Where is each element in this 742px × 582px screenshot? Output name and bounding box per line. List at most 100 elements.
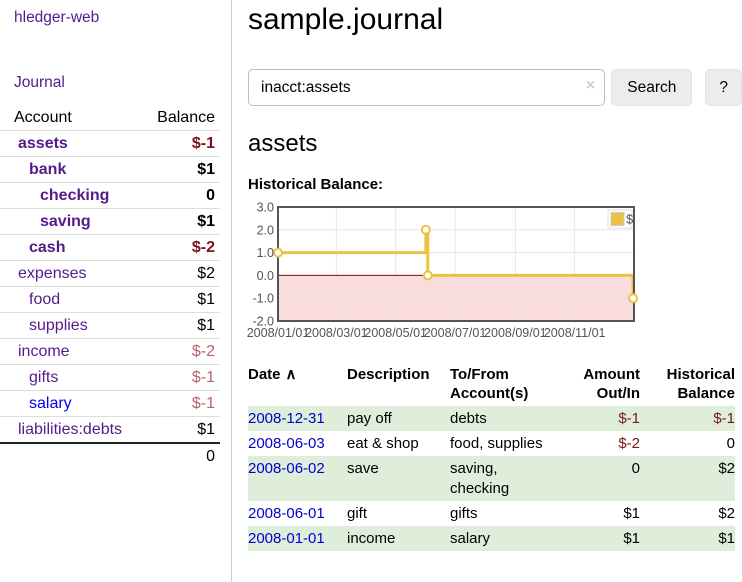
register-historical: $2: [718, 459, 735, 477]
account-link-saving[interactable]: saving: [40, 213, 91, 230]
account-row: cash $-2: [0, 234, 220, 261]
register-table: Date ∧ Description To/From Account(s) Amo…: [248, 363, 735, 551]
account-balance: $-1: [191, 369, 215, 386]
register-date-cell: 2008-01-01: [248, 526, 347, 551]
search-input-wrap: ×: [248, 69, 606, 106]
svg-text:2008/07/01: 2008/07/01: [424, 326, 487, 340]
register-amount: $-1: [618, 409, 640, 427]
sort-asc-icon: ∧: [285, 366, 297, 383]
account-name-cell: expenses: [0, 261, 145, 287]
account-row: saving $1: [0, 208, 220, 235]
register-date-link[interactable]: 2008-01-01: [248, 529, 325, 547]
account-link-supplies[interactable]: supplies: [29, 317, 88, 334]
search-button[interactable]: Search: [611, 69, 693, 106]
account-balance: 0: [206, 187, 215, 204]
account-link-expenses[interactable]: expenses: [18, 265, 87, 282]
register-date-cell: 2008-06-03: [248, 431, 347, 456]
balance-chart[interactable]: $3.0 2.0 1.0 0.0 -1.0 -2.0 2008/01/01 2008/03/0…: [247, 201, 640, 344]
account-row: expenses $2: [0, 260, 220, 287]
svg-text:-1.0: -1.0: [252, 292, 274, 306]
svg-text:1.0: 1.0: [257, 246, 274, 260]
register-date-link[interactable]: 2008-06-01: [248, 504, 325, 522]
register-date-cell: 2008-06-02: [248, 456, 347, 501]
register-header-description: Description: [347, 366, 430, 383]
account-balance: $-1: [191, 135, 215, 152]
svg-text:2008/05/01: 2008/05/01: [364, 326, 427, 340]
register-row: 2008-06-01 gift gifts $1 $2: [248, 501, 735, 526]
register-header-date[interactable]: Date ∧: [248, 366, 297, 383]
clear-search-icon[interactable]: ×: [585, 77, 596, 94]
register-accounts: debts: [450, 409, 487, 427]
sidebar: hledger-web Journal Account Balance asse…: [0, 0, 232, 582]
account-row: gifts $-1: [0, 364, 220, 391]
register-date-link[interactable]: 2008-12-31: [248, 409, 325, 427]
svg-text:$: $: [626, 212, 634, 227]
account-row: supplies $1: [0, 312, 220, 339]
account-link-bank[interactable]: bank: [29, 161, 67, 178]
register-accounts: saving, checking: [450, 459, 510, 497]
register-amount: $-2: [618, 434, 640, 452]
register-date-link[interactable]: 2008-06-03: [248, 434, 325, 452]
account-name-cell: cash: [0, 235, 145, 261]
register-amount: $1: [623, 529, 640, 547]
account-row: food $1: [0, 286, 220, 313]
account-link-salary[interactable]: salary: [29, 395, 72, 412]
register-description: save: [347, 459, 379, 477]
register-date-link[interactable]: 2008-06-02: [248, 459, 325, 477]
account-link-checking[interactable]: checking: [40, 187, 110, 204]
account-link-cash[interactable]: cash: [29, 239, 66, 256]
account-balance: $1: [197, 213, 215, 230]
main-content: sample.journal × Search ? assets Histori…: [247, 0, 742, 551]
svg-text:2008/11/01: 2008/11/01: [544, 326, 606, 340]
app-title-link[interactable]: hledger-web: [14, 9, 100, 26]
account-name-cell: supplies: [0, 313, 145, 339]
account-name-cell: food: [0, 287, 145, 313]
account-row: income $-2: [0, 338, 220, 365]
account-name-cell: assets: [0, 131, 145, 157]
account-row: salary $-1: [0, 390, 220, 417]
register-date-cell: 2008-06-01: [248, 501, 347, 526]
register-description: eat & shop: [347, 434, 419, 452]
register-historical: 0: [726, 434, 735, 452]
chart-title: Historical Balance:: [248, 176, 384, 193]
register-header-amount: Amount Out/In: [583, 366, 640, 402]
accounts-header-account: Account: [0, 105, 145, 131]
register-header-historical: Historical Balance: [666, 366, 735, 402]
register-date-cell: 2008-12-31: [248, 406, 347, 431]
account-link-food[interactable]: food: [29, 291, 61, 308]
account-balance: $2: [197, 265, 215, 282]
register-row: 2008-06-03 eat & shop food, supplies $-2 0: [248, 431, 735, 456]
account-link-liabilities-debts[interactable]: liabilities:debts: [18, 421, 123, 438]
register-historical: $-1: [713, 409, 735, 427]
page-title: sample.journal: [248, 3, 444, 36]
account-row: assets $-1: [0, 131, 220, 157]
svg-text:3.0: 3.0: [257, 201, 274, 215]
account-row: bank $1: [0, 156, 220, 183]
register-row: 2008-06-02 save saving, checking 0 $2: [248, 456, 735, 501]
register-historical: $2: [718, 504, 735, 522]
account-balance: $1: [197, 317, 215, 334]
search-input[interactable]: [248, 69, 606, 106]
accounts-header-row: Account Balance: [0, 105, 220, 131]
account-link-income[interactable]: income: [18, 343, 70, 360]
register-description: income: [347, 529, 396, 547]
register-accounts: salary: [450, 529, 491, 547]
account-link-assets[interactable]: assets: [18, 135, 68, 152]
register-description: pay off: [347, 409, 392, 427]
account-name-cell: salary: [0, 391, 145, 417]
account-name-cell: liabilities:debts: [0, 417, 145, 444]
register-accounts: gifts: [450, 504, 478, 522]
account-name-cell: income: [0, 339, 145, 365]
sidebar-item-journal[interactable]: Journal: [14, 74, 65, 91]
help-button[interactable]: ?: [705, 69, 742, 106]
register-header-row: Date ∧ Description To/From Account(s) Amo…: [248, 363, 735, 406]
register-row: 2008-12-31 pay off debts $-1 $-1: [248, 406, 735, 431]
accounts-table: Account Balance assets $-1 bank $1 checking 0…: [0, 105, 220, 469]
account-balance: $1: [197, 291, 215, 308]
svg-text:2008/01/01: 2008/01/01: [247, 326, 310, 340]
account-link-gifts[interactable]: gifts: [29, 369, 59, 386]
account-heading: assets: [248, 130, 318, 157]
account-balance: $-2: [191, 343, 215, 360]
register-accounts: food, supplies: [450, 434, 543, 452]
account-balance: $-1: [191, 395, 215, 412]
